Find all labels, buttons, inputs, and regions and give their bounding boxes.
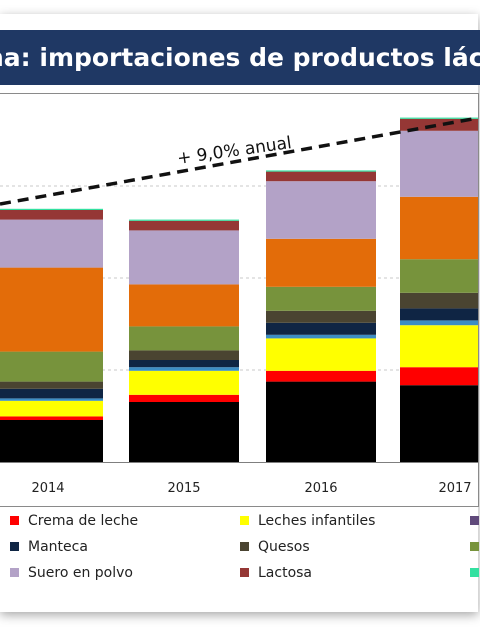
legend-item: Crema de leche: [10, 510, 138, 532]
bar-2015-quesos: [129, 350, 239, 360]
legend-item: [470, 562, 480, 584]
bar-2016-series-7: [266, 286, 376, 311]
trend-line: [0, 116, 478, 206]
title-bar: na: importaciones de productos lácte: [0, 30, 480, 85]
bar-2015-lactosa: [129, 220, 239, 231]
legend-label: Leches infantiles: [258, 513, 376, 529]
legend-swatch: [10, 567, 19, 577]
bar-2015-suero-en-polvo: [129, 230, 239, 285]
bar-2014-crema-de-leche: [0, 416, 103, 420]
legend-label: Crema de leche: [28, 513, 139, 529]
bar-2017-leches-infantiles: [400, 325, 478, 368]
bar-2016-suero-en-polvo: [266, 181, 376, 239]
legend-item: Quesos: [240, 536, 310, 558]
bar-2014-leches-en-polvo: [0, 420, 103, 462]
legend-swatch: [240, 515, 249, 525]
legend-item: [470, 536, 480, 558]
stacked-bar-chart: 2014 2015 2016 2017+ 9,0% anual: [0, 116, 478, 496]
bar-2017-manteca: [400, 308, 478, 321]
bar-2017-suero-en-polvo: [400, 130, 478, 197]
legend-item: [470, 510, 480, 532]
bar-2016-crema-de-leche: [266, 370, 376, 382]
bar-2015-series-11: [129, 219, 239, 221]
bar-2017-series-4: [400, 320, 478, 326]
legend-item: Lactosa: [240, 562, 312, 584]
bar-2014-series-8: [0, 267, 103, 352]
legend-swatch: [470, 515, 479, 525]
bar-2017-crema-de-leche: [400, 367, 478, 386]
bar-2017-series-11: [400, 117, 478, 119]
chart-title: na: importaciones de productos lácte: [0, 43, 480, 72]
bar-2017-leches-en-polvo: [400, 385, 478, 462]
bar-2015-series-4: [129, 367, 239, 371]
bar-2016-series-11: [266, 170, 376, 172]
legend-swatch: [470, 567, 479, 577]
bar-2016-leches-en-polvo: [266, 381, 376, 462]
bar-2016-manteca: [266, 322, 376, 335]
bar-2017-series-8: [400, 196, 478, 260]
bar-2014-series-7: [0, 351, 103, 382]
bar-2014-series-4: [0, 398, 103, 401]
bar-2014-lactosa: [0, 210, 103, 220]
bar-2014-series-11: [0, 208, 103, 210]
bar-2015-crema-de-leche: [129, 394, 239, 402]
x-tick-label-2017: 2017: [438, 481, 471, 496]
bar-2014-quesos: [0, 381, 103, 389]
legend-swatch: [470, 541, 479, 551]
bar-2016-leches-infantiles: [266, 338, 376, 371]
x-tick-label-2014: 2014: [31, 481, 64, 496]
bar-2016-series-8: [266, 238, 376, 287]
bar-2017-series-7: [400, 259, 478, 293]
legend-label: Suero en polvo: [28, 565, 133, 581]
legend-swatch: [240, 567, 249, 577]
bar-2015-manteca: [129, 360, 239, 368]
legend-label: Lactosa: [258, 565, 313, 581]
bar-2016-series-4: [266, 334, 376, 339]
bar-2017-quesos: [400, 292, 478, 309]
x-tick-label-2016: 2016: [304, 481, 337, 496]
bar-2015-leches-en-polvo: [129, 402, 239, 462]
bar-2014-leches-infantiles: [0, 400, 103, 417]
bar-2014-suero-en-polvo: [0, 219, 103, 268]
legend: Crema de leche Leches infantiles Manteca Qu…: [0, 505, 480, 590]
bar-2016-lactosa: [266, 171, 376, 182]
bar-2014-manteca: [0, 388, 103, 399]
bar-2016-quesos: [266, 310, 376, 323]
legend-swatch: [10, 541, 19, 551]
x-tick-label-2015: 2015: [167, 481, 200, 496]
legend-label: Manteca: [28, 539, 88, 555]
bar-2017-lactosa: [400, 118, 478, 131]
bar-2015-series-8: [129, 284, 239, 327]
bar-2015-leches-infantiles: [129, 370, 239, 395]
legend-item: Suero en polvo: [10, 562, 133, 584]
legend-item: Leches infantiles: [240, 510, 375, 532]
bar-2015-series-7: [129, 326, 239, 351]
legend-label: Quesos: [258, 539, 310, 555]
legend-item: Manteca: [10, 536, 88, 558]
legend-swatch: [10, 515, 19, 525]
legend-swatch: [240, 541, 249, 551]
chart-frame: 2014 2015 2016 2017 + 9,0% anual: [0, 93, 479, 507]
